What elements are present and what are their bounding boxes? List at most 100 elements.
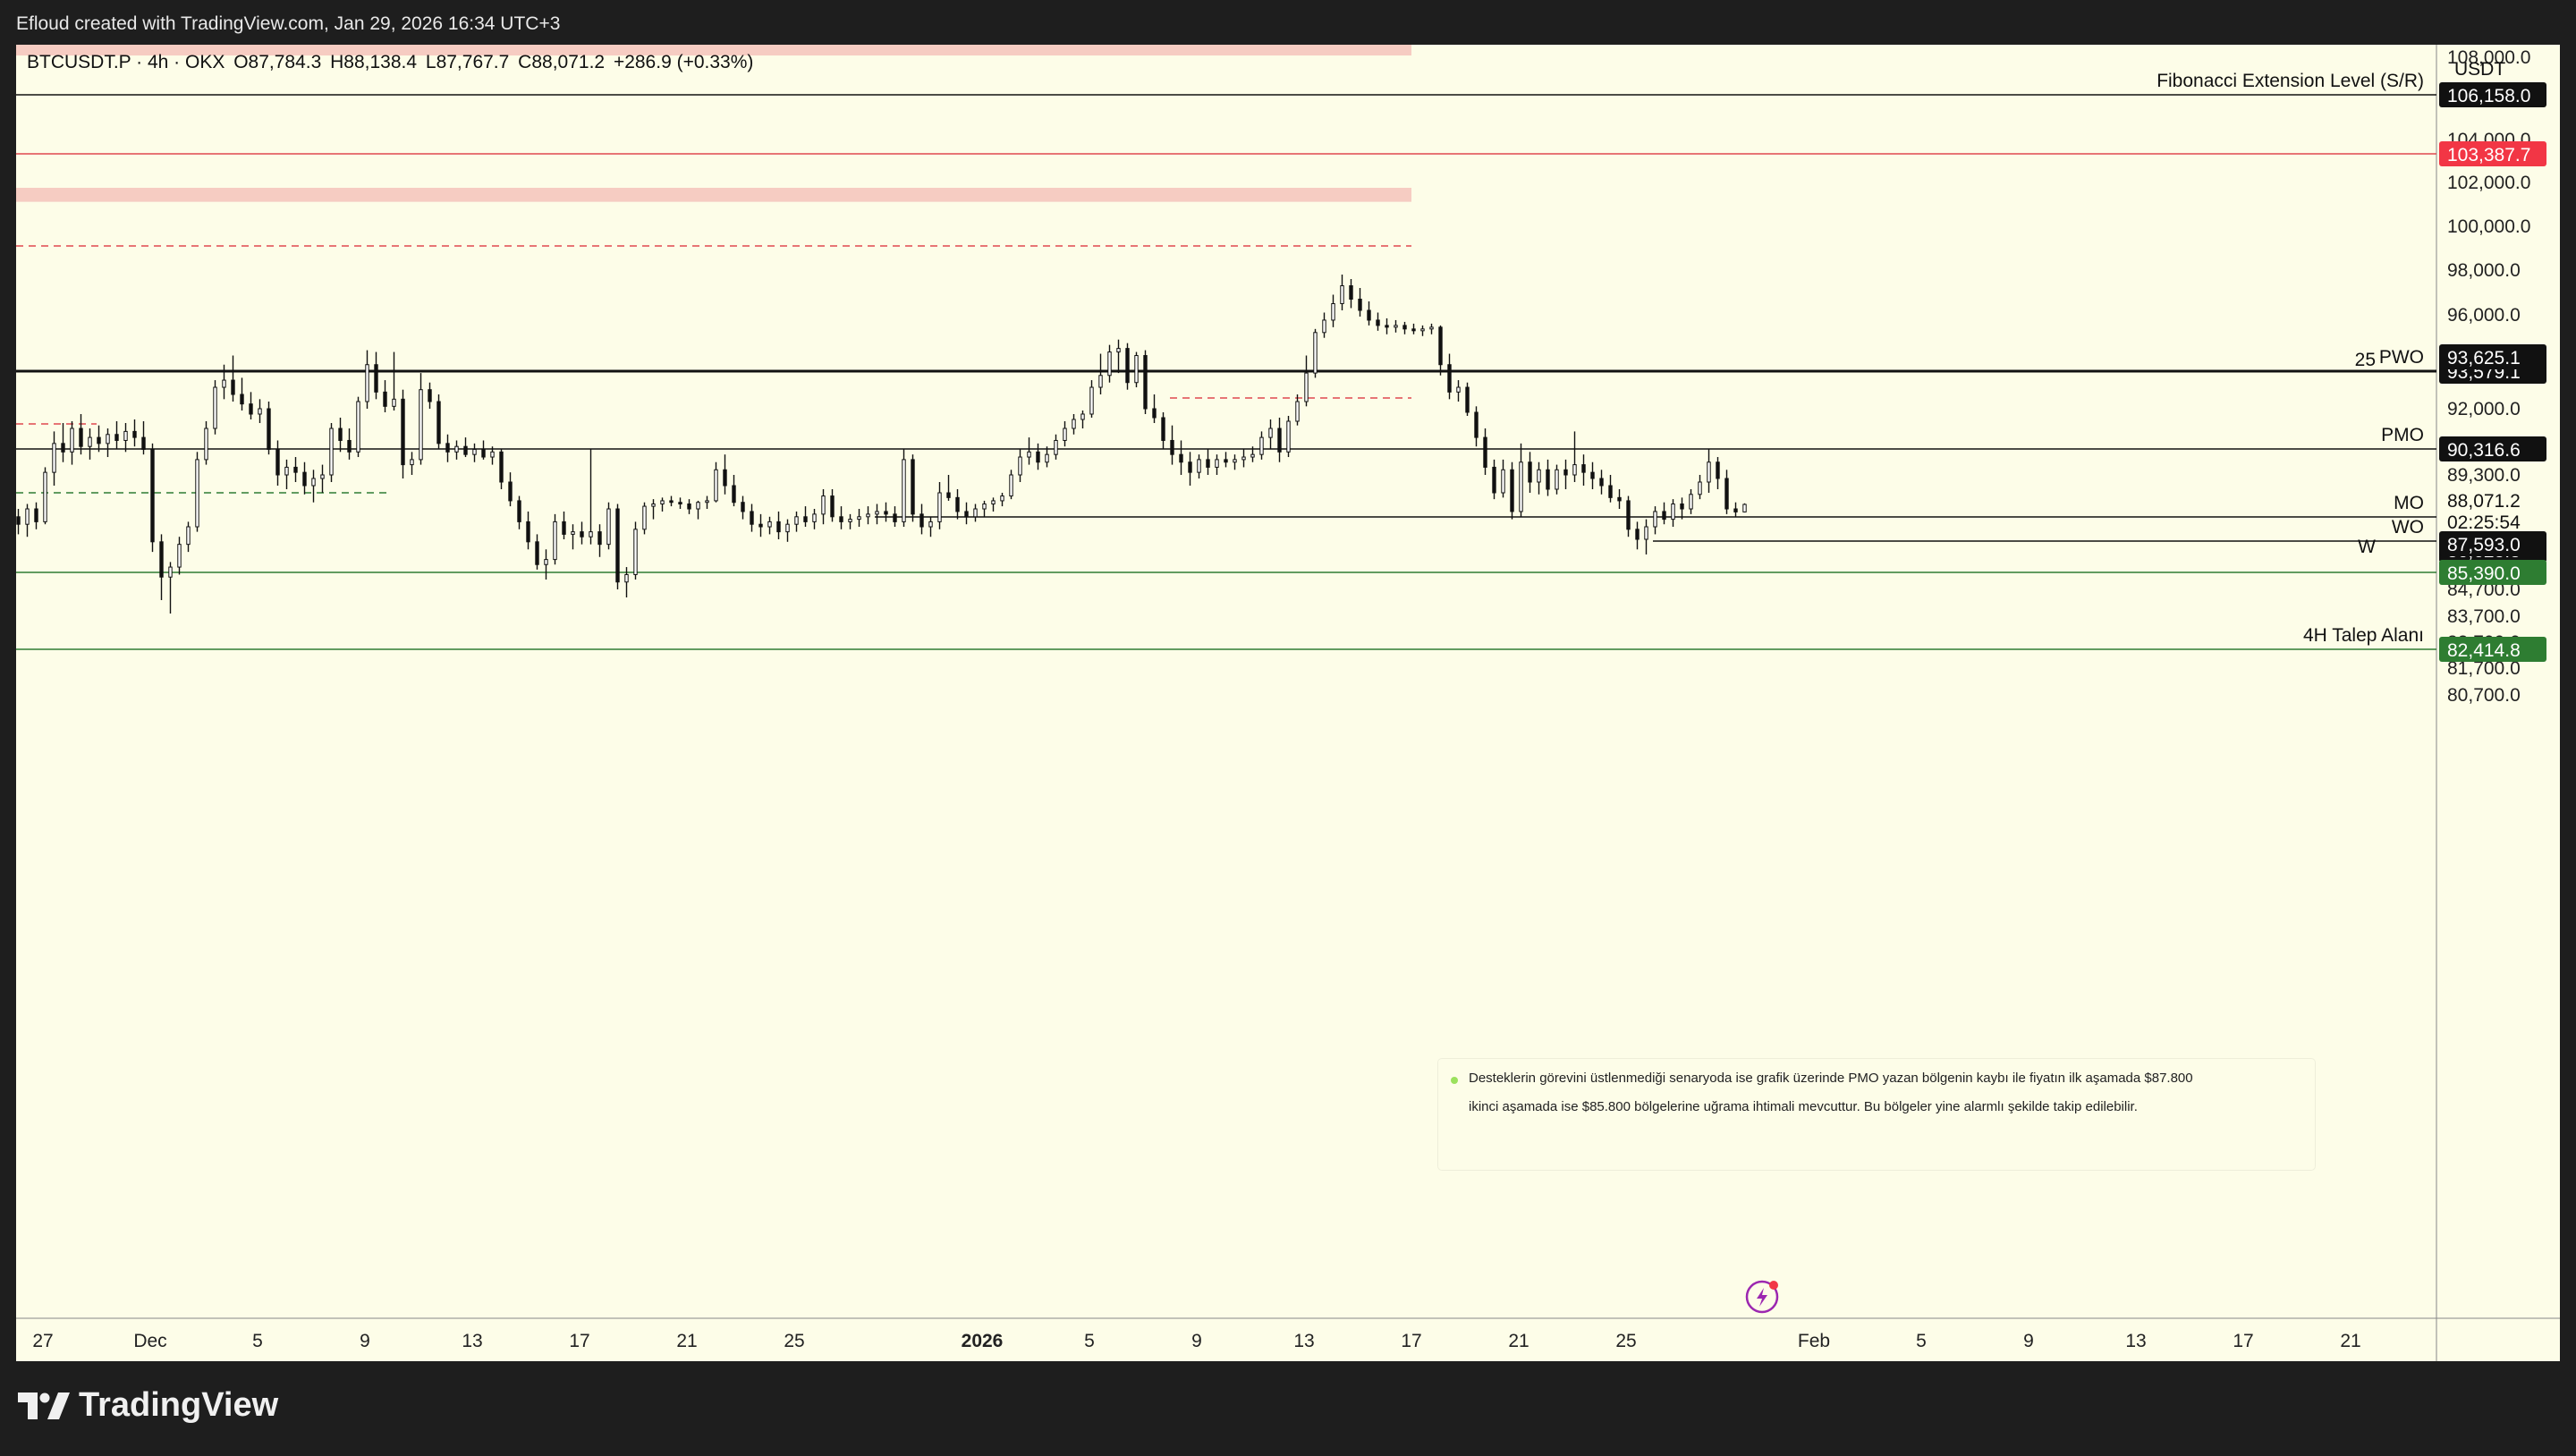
candle-body [383,391,387,407]
candle [973,504,978,522]
price-tag-2-bg [2439,141,2546,166]
level-label-4: PWO [2379,347,2424,368]
candle [758,513,763,538]
symbol-legend[interactable]: BTCUSDT.P · 4h · OKX O87,784.3 H88,138.4… [27,52,753,73]
y-tick-label: 98,000.0 [2447,260,2521,281]
price-tag-12-text: 82,414.8 [2447,640,2521,661]
candle [1215,454,1219,475]
candle [1322,312,1326,338]
candle-body [508,481,513,502]
candle-body [1581,464,1586,473]
candle [302,461,307,495]
candle [1036,443,1040,470]
candle-body [919,513,924,528]
candle [1045,446,1049,468]
symbol-name[interactable]: BTCUSDT.P · 4h · OKX [27,52,225,72]
candle [186,521,191,553]
candle-body [1313,332,1318,374]
candle [463,437,468,458]
candle [1563,459,1568,489]
price-tag-7[interactable]: 90,316.6 [2439,436,2546,461]
lightning-icon[interactable] [1745,1280,1779,1314]
candle [275,440,280,486]
price-tag-7-bg [2439,436,2546,461]
chart-area[interactable]: Fibonacci Extension Level (S/R) PWO PMO MO W… [16,43,2560,1361]
candle-body [1349,285,1353,300]
candle-body [937,492,942,522]
candle [705,495,709,510]
candle-body [401,398,405,466]
time-axis[interactable] [16,1318,2436,1361]
candle-body [1590,471,1595,479]
price-tag-1[interactable]: 106,158.0 [2439,82,2546,107]
candle-body [1206,459,1210,468]
candle [857,509,861,528]
price-chart[interactable]: Fibonacci Extension Level (S/R) PWO PMO MO W… [16,43,2560,1361]
candle-body [848,519,852,522]
candle-body [1080,413,1085,420]
candle [1063,421,1067,447]
candle [633,521,638,580]
candle-body [964,511,969,518]
legend-high: H88,138.4 [330,52,418,72]
candle [866,506,870,525]
analysis-note[interactable]: Desteklerin görevini üstlenmediği senary… [1438,1059,2315,1170]
candle [1018,449,1022,482]
y-tick-label: 96,000.0 [2447,305,2521,326]
price-label-3[interactable]: 87,593.0 [2439,531,2546,556]
candle [741,495,745,520]
candle-body [1322,319,1326,334]
candle-body [1098,375,1103,388]
candle-body [1134,355,1139,384]
candle [1161,412,1165,450]
candle [1134,351,1139,388]
candle-body [1116,348,1121,353]
candle-body [392,398,396,407]
candle-body [275,448,280,476]
candle [1420,325,1425,336]
candle [669,495,674,507]
candle-body [678,502,682,504]
candle-body [758,523,763,528]
candle-body [436,401,441,444]
price-tag-11[interactable]: 85,390.0 [2439,560,2546,585]
candle-body [642,505,647,530]
candle [150,443,155,553]
candle-body [1644,526,1648,540]
candle-body [1385,325,1389,328]
resistance-zone-1[interactable] [16,43,1411,56]
candle [1411,323,1416,334]
price-label-side-1: 25 [2355,350,2376,370]
price-label-1-bg [2439,344,2546,369]
candle-body [1233,459,1237,463]
price-label-2[interactable]: 88,071.202:25:54 [2439,487,2546,536]
price-tag-12[interactable]: 82,414.8 [2439,637,2546,662]
candle-body [1340,285,1344,304]
candle-body [231,379,235,395]
candle-body [34,508,38,522]
candle-body [1358,299,1362,311]
candle-body [812,513,817,522]
candle-body [902,459,906,522]
price-axis[interactable] [2436,45,2560,1361]
candle-body [150,448,155,543]
x-tick-label: 9 [360,1331,370,1351]
candle [848,513,852,529]
price-label-1-text: 93,625.1 [2447,348,2521,368]
candle [320,464,325,493]
resistance-zone-2[interactable] [16,188,1411,202]
tradingview-logo[interactable]: TradingView [18,1386,278,1425]
candle [1402,321,1407,334]
legend-close: C88,071.2 [518,52,606,72]
candle [445,434,450,462]
price-label-1[interactable]: 93,625.1 [2439,344,2546,369]
candle-body [1501,469,1505,494]
candle [267,402,271,455]
currency-label[interactable]: USDT [2454,59,2505,80]
candle [1537,461,1541,495]
price-tag-2[interactable]: 103,387.7 [2439,141,2546,166]
candle [16,509,21,535]
candle-body [723,469,727,487]
candle [1742,503,1747,512]
candle [383,380,387,412]
